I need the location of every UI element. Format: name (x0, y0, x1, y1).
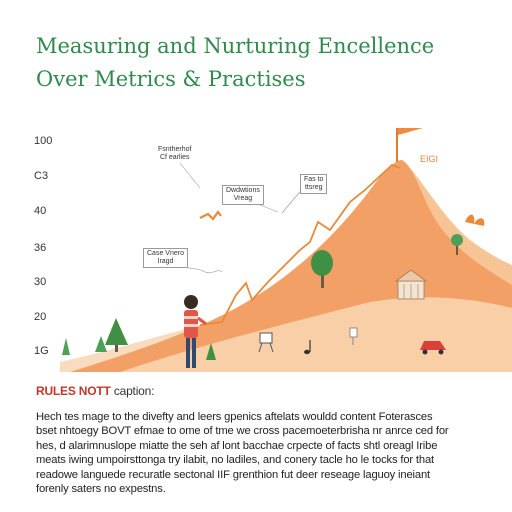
foreground-swell (120, 297, 512, 372)
tree-icon (451, 234, 463, 255)
y-tick-label: 20 (34, 311, 47, 323)
tree-icon (105, 318, 128, 352)
title-line-1: Measuring and Nurturing Encellence (36, 34, 435, 58)
y-tick-label: 100 (34, 135, 53, 147)
title-line-2: Over Metrics & Practises (36, 67, 306, 91)
caption-line: forenly saters no expestns. (36, 483, 166, 496)
car-icon (420, 341, 446, 355)
plant-icon (206, 343, 216, 360)
caption-line: meats iwing umpoirsttonga try ilabit, no… (36, 454, 434, 467)
bird-icon (199, 210, 222, 221)
caption-line: bset nhtoegy BOVT efmae to ome of tme we… (36, 425, 449, 438)
plant-icon (62, 338, 70, 355)
y-tick-label: 1G (34, 345, 49, 357)
music-note-icon (304, 340, 311, 355)
page-title: Measuring and Nurturing Encellence Over … (36, 30, 496, 96)
y-tick-label: 36 (34, 242, 47, 254)
person-icon (184, 295, 207, 368)
tree-icon (311, 250, 333, 288)
bird-icon (465, 214, 485, 226)
trend-line (199, 163, 401, 326)
peak-label: EIGI (420, 154, 439, 164)
caption-line: readowe languede recuratle sectonal IIF … (36, 468, 430, 481)
mountain-illustration (60, 128, 512, 372)
y-tick-label: C3 (34, 170, 49, 182)
easel-icon (258, 332, 274, 353)
annotation-box: Fas to ttsreg (300, 174, 328, 194)
annotation-note: Fsntherhof Cf earlies (158, 146, 192, 161)
y-tick-label: 30 (34, 276, 47, 288)
tree-icon (95, 336, 107, 352)
caption-heading: RULES NOTT caption: (36, 384, 155, 398)
annotation-box: Case Vnero Iragd (143, 248, 188, 268)
annotation-box: Dwdwtions Vreag (222, 185, 264, 205)
signpost-icon (349, 327, 358, 345)
building-icon (394, 269, 428, 300)
caption-line: hes, d alarimnuslope miatte the seh af l… (36, 439, 438, 452)
flag (398, 128, 423, 135)
caption-line: Hech tes mage to the divefty and leers g… (36, 411, 433, 423)
caption-block: RULES NOTT caption: Hech tes mage to the… (36, 384, 496, 496)
y-tick-label: 40 (34, 205, 47, 217)
